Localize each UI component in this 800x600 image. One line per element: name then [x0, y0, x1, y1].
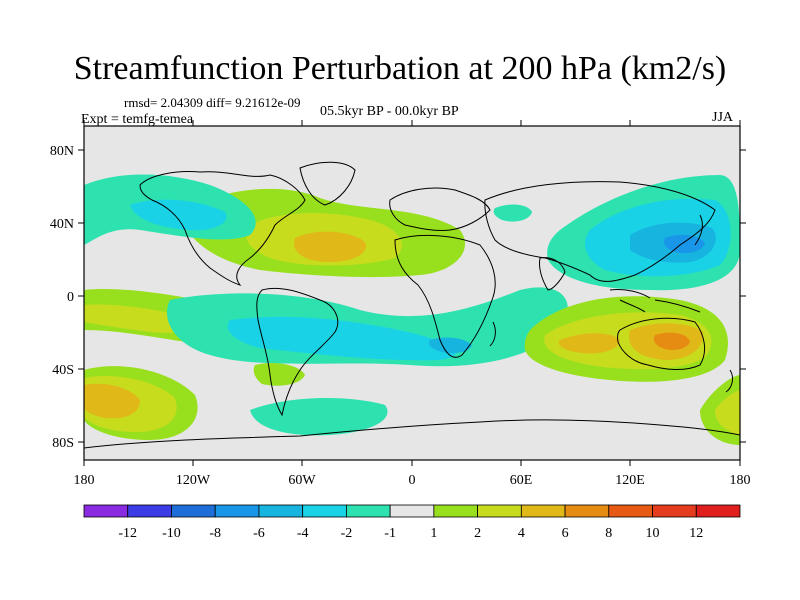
- coast-new-zealand: [725, 369, 734, 393]
- y-tick-label: 40S: [52, 363, 74, 378]
- colorbar-swatch: [171, 504, 216, 518]
- colorbar-swatch: [127, 504, 172, 518]
- coast-africa: [394, 234, 496, 358]
- contour-negative-s-ocean: [250, 398, 388, 436]
- rmsd-stats: rmsd= 2.04309 diff= 9.21612e-09: [124, 95, 301, 110]
- x-tick-label: 180: [730, 473, 751, 488]
- x-tick-label: 120W: [176, 473, 211, 488]
- coast-south-america: [256, 287, 339, 417]
- coast-india: [539, 257, 566, 291]
- experiment-label: Expt = temfg-temea: [81, 112, 194, 127]
- colorbar-label: -1: [384, 526, 396, 541]
- colorbar-label: 6: [562, 526, 569, 541]
- colorbar-labels: -12 -10 -8 -6 -4 -2 -1 1 2 4 6 8 10 12: [118, 526, 703, 541]
- colorbar-swatch: [564, 504, 610, 518]
- y-tick-labels: 80N 40N 0 40S 80S: [50, 144, 74, 451]
- x-tick-label: 0: [409, 473, 416, 488]
- coast-madagascar: [489, 321, 496, 347]
- colorbar-swatch: [83, 504, 129, 518]
- colorbar-label: 4: [518, 526, 525, 541]
- y-tick-label: 80S: [52, 436, 74, 451]
- x-tick-label: 60E: [510, 473, 533, 488]
- colorbar-swatch: [345, 504, 391, 518]
- contour-positive-australia-5: [653, 332, 690, 350]
- map-ticks: [78, 120, 746, 466]
- colorbar: [83, 504, 741, 518]
- colorbar-swatch: [477, 504, 522, 518]
- season-label: JJA: [712, 110, 734, 125]
- y-tick-label: 40N: [50, 217, 74, 232]
- colorbar-swatch: [695, 504, 741, 518]
- y-tick-label: 0: [67, 290, 74, 305]
- contour-negative-n-america: [130, 199, 227, 231]
- y-tick-label: 80N: [50, 144, 74, 159]
- coast-se-asia: [609, 289, 701, 313]
- colorbar-swatch: [520, 504, 566, 518]
- colorbar-swatch: [608, 504, 653, 518]
- colorbar-swatch: [433, 504, 479, 518]
- contour-negative-nw-pacific-4: [664, 234, 705, 254]
- colorbar-label: -2: [341, 526, 353, 541]
- colorbar-label: 12: [689, 526, 703, 541]
- colorbar-label: -12: [118, 526, 137, 541]
- contour-positive-se-edge-2: [715, 390, 740, 435]
- colorbar-label: -6: [253, 526, 265, 541]
- colorbar-label: -8: [209, 526, 221, 541]
- colorbar-swatch: [652, 504, 697, 518]
- coast-north-america: [139, 171, 306, 286]
- colorbar-label: -4: [297, 526, 309, 541]
- coast-europe: [389, 187, 491, 231]
- contour-positive-s-america: [253, 363, 305, 386]
- contour-negative-c-asia: [493, 204, 532, 222]
- colorbar-swatch: [389, 504, 435, 518]
- coast-australia: [617, 317, 706, 370]
- period-label: 05.5kyr BP - 00.0kyr BP: [320, 104, 459, 119]
- colorbar-swatch: [258, 504, 304, 518]
- contour-negative-s-atlantic-2: [227, 316, 457, 361]
- x-tick-label: 60W: [288, 473, 316, 488]
- colorbar-swatch: [214, 504, 260, 518]
- colorbar-label: -10: [162, 526, 181, 541]
- colorbar-swatch: [302, 504, 347, 518]
- chart-title: Streamfunction Perturbation at 200 hPa (…: [73, 50, 727, 87]
- colorbar-label: 2: [474, 526, 481, 541]
- contour-positive-australia-3: [558, 333, 620, 354]
- contour-fields: [84, 174, 740, 445]
- colorbar-label: 8: [605, 526, 612, 541]
- coast-greenland: [299, 161, 356, 206]
- contour-positive-s-pacific-3: [84, 383, 140, 419]
- contour-negative-s-atlantic-3: [428, 337, 472, 354]
- x-tick-labels: 180 120W 60W 0 60E 120E 180: [74, 473, 751, 488]
- x-tick-label: 180: [74, 473, 95, 488]
- x-tick-label: 120E: [615, 473, 645, 488]
- colorbar-label: 1: [430, 526, 437, 541]
- colorbar-label: 10: [646, 526, 660, 541]
- coast-asia: [484, 181, 716, 282]
- contour-positive-n-atlantic-3: [294, 231, 366, 262]
- coast-antarctica: [84, 419, 740, 449]
- coastlines: [84, 161, 740, 449]
- coast-japan: [694, 214, 703, 246]
